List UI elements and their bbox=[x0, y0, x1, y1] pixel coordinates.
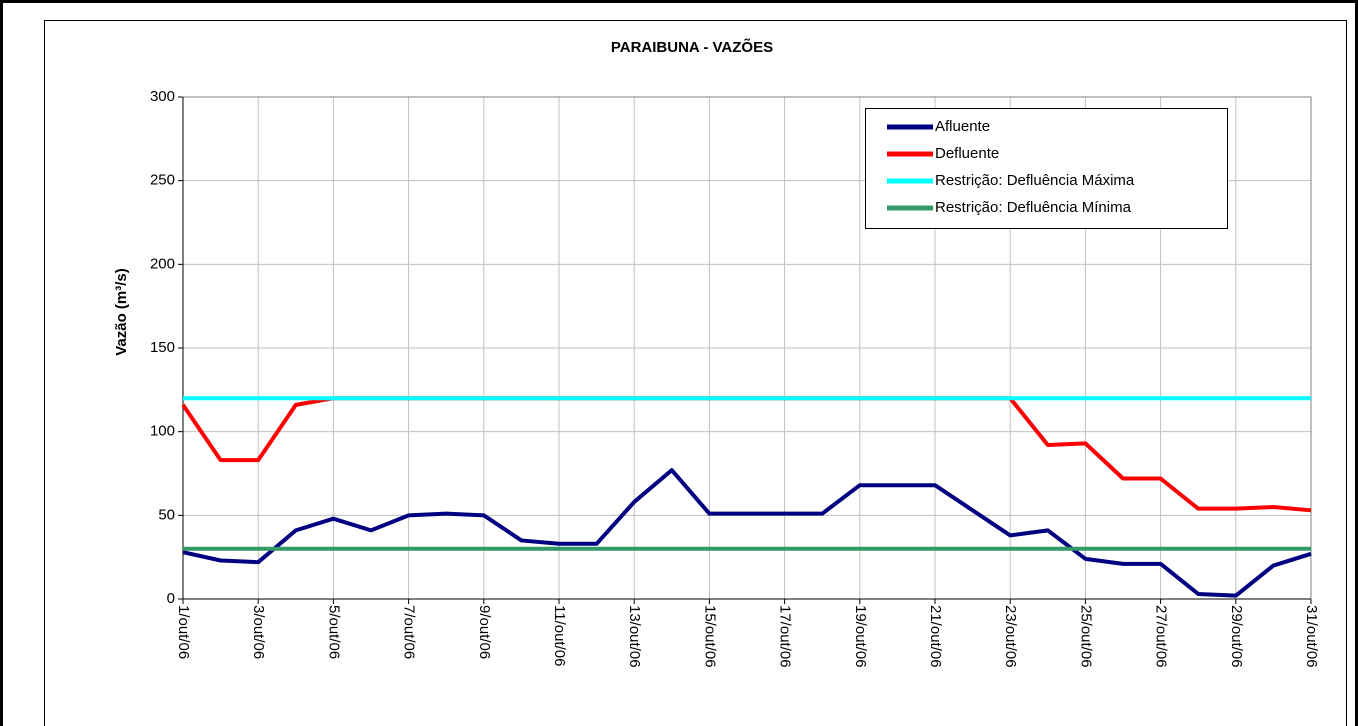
x-tick-label: 29/out/06 bbox=[1228, 605, 1245, 668]
x-tick-label: 17/out/06 bbox=[777, 605, 794, 668]
y-tick-label: 250 bbox=[150, 172, 175, 189]
y-tick-label: 50 bbox=[158, 506, 175, 523]
y-tick-label: 200 bbox=[150, 255, 175, 272]
legend-label: Restrição: Defluência Mínima bbox=[935, 199, 1132, 216]
x-tick-label: 31/out/06 bbox=[1303, 605, 1320, 668]
x-tick-label: 11/out/06 bbox=[551, 605, 568, 666]
y-tick-label: 0 bbox=[167, 590, 175, 607]
x-tick-label: 19/out/06 bbox=[852, 605, 869, 668]
y-tick-label: 100 bbox=[150, 423, 175, 440]
x-tick-label: 3/out/06 bbox=[250, 605, 267, 659]
x-tick-label: 13/out/06 bbox=[626, 605, 643, 668]
legend-label: Defluente bbox=[935, 145, 999, 162]
x-tick-label: 15/out/06 bbox=[701, 605, 718, 668]
x-tick-label: 27/out/06 bbox=[1153, 605, 1170, 668]
x-tick-label: 9/out/06 bbox=[476, 605, 493, 659]
series-line bbox=[182, 468, 1312, 598]
x-tick-label: 7/out/06 bbox=[401, 605, 418, 659]
x-tick-label: 25/out/06 bbox=[1077, 605, 1094, 668]
x-tick-label: 23/out/06 bbox=[1002, 605, 1019, 668]
legend-label: Restrição: Defluência Máxima bbox=[935, 172, 1135, 189]
chart-title: PARAIBUNA - VAZÕES bbox=[611, 38, 773, 56]
y-tick-label: 300 bbox=[150, 88, 175, 105]
x-tick-label: 1/out/06 bbox=[175, 605, 192, 659]
y-axis-label: Vazão (m³/s) bbox=[113, 268, 130, 356]
x-tick-label: 5/out/06 bbox=[325, 605, 342, 659]
y-tick-label: 150 bbox=[150, 339, 175, 356]
chart-border bbox=[44, 20, 1347, 726]
x-tick-label: 21/out/06 bbox=[927, 605, 944, 668]
legend-label: Afluente bbox=[935, 118, 990, 135]
